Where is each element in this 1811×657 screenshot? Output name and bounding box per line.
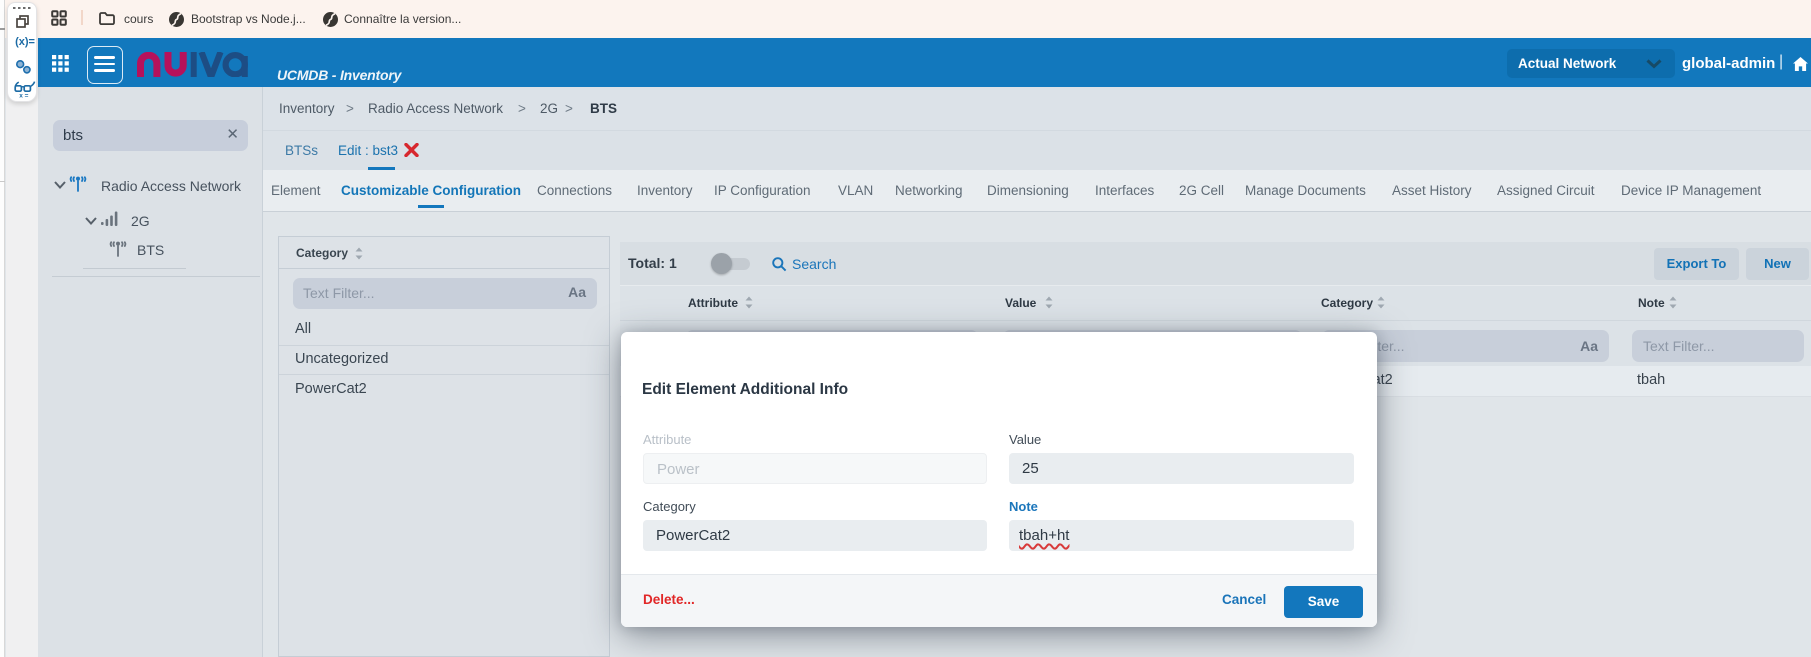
svg-text:x =: x = [19, 93, 28, 99]
